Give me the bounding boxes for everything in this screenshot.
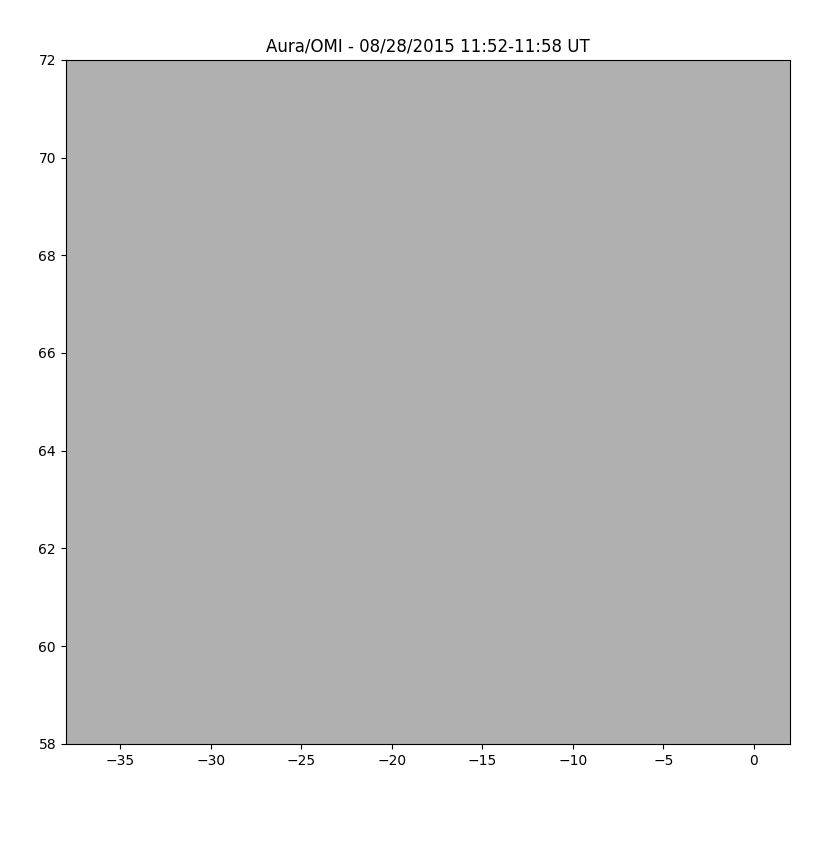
Title: Aura/OMI - 08/28/2015 11:52-11:58 UT: Aura/OMI - 08/28/2015 11:52-11:58 UT	[266, 38, 590, 56]
